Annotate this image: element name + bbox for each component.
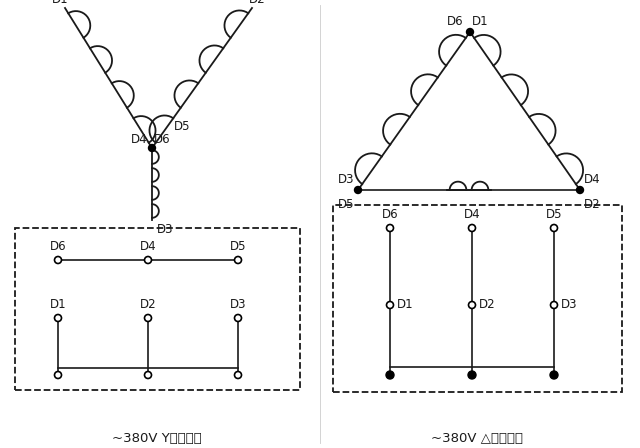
Circle shape — [234, 314, 241, 322]
Circle shape — [54, 314, 61, 322]
Circle shape — [54, 371, 61, 379]
Circle shape — [387, 224, 394, 232]
Text: ~380V △形接线法: ~380V △形接线法 — [431, 431, 523, 444]
Text: D6: D6 — [50, 240, 67, 253]
Text: D1: D1 — [472, 15, 488, 28]
Circle shape — [467, 29, 474, 35]
Circle shape — [468, 224, 476, 232]
Circle shape — [54, 257, 61, 263]
Text: D2: D2 — [479, 298, 495, 311]
Text: D6: D6 — [381, 208, 398, 221]
Text: D3: D3 — [230, 298, 246, 311]
Text: D1: D1 — [50, 298, 67, 311]
Bar — [333, 205, 622, 392]
Text: D3: D3 — [561, 298, 577, 311]
Text: D3: D3 — [157, 223, 173, 236]
Text: D4: D4 — [131, 133, 147, 146]
Circle shape — [550, 371, 558, 379]
Circle shape — [387, 302, 394, 309]
Circle shape — [234, 257, 241, 263]
Circle shape — [145, 371, 152, 379]
Text: D6: D6 — [154, 133, 171, 146]
Text: D6: D6 — [447, 15, 464, 28]
Text: D2: D2 — [584, 198, 600, 211]
Circle shape — [577, 186, 584, 194]
Text: D5: D5 — [174, 120, 191, 133]
Text: D5: D5 — [230, 240, 246, 253]
Text: ~380V Y形接线法: ~380V Y形接线法 — [112, 431, 202, 444]
Text: D5: D5 — [546, 208, 563, 221]
Text: D4: D4 — [464, 208, 480, 221]
Bar — [15, 228, 300, 390]
Circle shape — [234, 371, 241, 379]
Text: D5: D5 — [337, 198, 354, 211]
Text: D2: D2 — [249, 0, 266, 6]
Text: D4: D4 — [584, 173, 600, 186]
Circle shape — [550, 224, 557, 232]
Text: D3: D3 — [337, 173, 354, 186]
Text: D1: D1 — [397, 298, 413, 311]
Text: D2: D2 — [140, 298, 156, 311]
Circle shape — [145, 314, 152, 322]
Circle shape — [148, 145, 156, 151]
Circle shape — [468, 302, 476, 309]
Text: D4: D4 — [140, 240, 156, 253]
Circle shape — [355, 186, 362, 194]
Circle shape — [468, 371, 476, 379]
Circle shape — [550, 302, 557, 309]
Circle shape — [386, 371, 394, 379]
Circle shape — [145, 257, 152, 263]
Text: D1: D1 — [52, 0, 68, 6]
